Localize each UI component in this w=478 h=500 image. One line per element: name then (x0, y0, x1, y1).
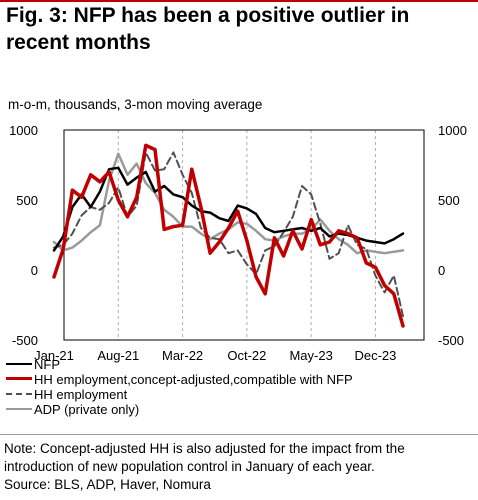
page-title: Fig. 3: NFP has been a positive outlier … (6, 4, 410, 54)
legend-swatch (6, 377, 32, 381)
legend-label: HH employment,concept-adjusted,compatibl… (34, 372, 353, 387)
series-line-1 (52, 143, 405, 328)
y-tick-label-right: 500 (438, 193, 460, 208)
x-tick-label: Jan-21 (34, 348, 74, 363)
y-tick-label-left: 1000 (9, 123, 38, 138)
chart-note: Note: Concept-adjusted HH is also adjust… (4, 440, 474, 494)
x-tick-label: Mar-22 (162, 348, 203, 363)
legend-item: HH employment (4, 387, 474, 402)
legend-item: NFP (4, 357, 474, 372)
x-axis: Jan-21 Aug-21 Mar-22 Oct-22 May-23 Dec-23 (34, 348, 396, 363)
legend-swatch (6, 407, 32, 410)
x-tick-label: Aug-21 (97, 348, 139, 363)
legend-item: HH employment,concept-adjusted,compatibl… (4, 372, 474, 387)
note-text: Note: Concept-adjusted HH is also adjust… (4, 441, 405, 474)
y-axis-left: 1000 500 0 -500 (9, 123, 38, 348)
legend-label: NFP (34, 357, 60, 372)
legend-item: ADP (private only) (4, 402, 474, 417)
axis-unit-label: m-o-m, thousands, 3-mon moving average (8, 97, 263, 112)
top-rule (0, 0, 478, 2)
series-line-3 (52, 152, 405, 255)
y-tick-label-right: 1000 (438, 123, 467, 138)
x-tick-label: May-23 (289, 348, 332, 363)
x-tick-label: Oct-22 (227, 348, 266, 363)
y-tick-label-left: 500 (16, 193, 38, 208)
series-line-0 (52, 166, 405, 252)
y-tick-label-right: -500 (438, 333, 464, 348)
y-tick-label-right: 0 (438, 263, 445, 278)
legend-swatch (6, 393, 32, 395)
x-tick-label: Dec-23 (354, 348, 396, 363)
series-lines (52, 143, 405, 328)
note-separator (0, 434, 478, 435)
source-text: Source: BLS, ADP, Haver, Nomura (4, 477, 211, 492)
legend-label: ADP (private only) (34, 402, 140, 417)
y-tick-label-left: -500 (12, 333, 38, 348)
legend-label: HH employment (34, 387, 128, 402)
y-axis-right: 1000 500 0 -500 (438, 123, 467, 348)
y-tick-label-left: 0 (31, 263, 38, 278)
legend: NFP HH employment,concept-adjusted,compat… (4, 357, 474, 417)
legend-swatch (6, 362, 32, 365)
